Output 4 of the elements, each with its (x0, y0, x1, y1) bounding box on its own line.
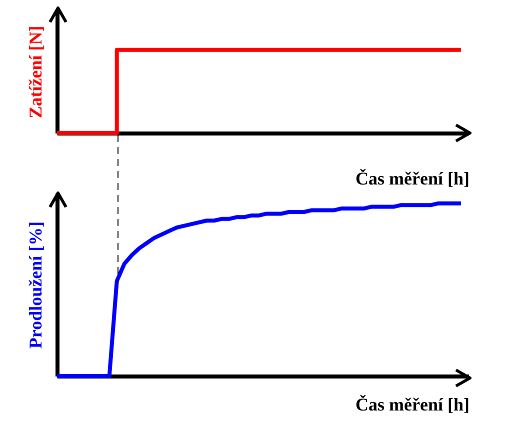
x-axis-title: Čas měření [h] (356, 394, 470, 414)
y-axis-title: Prodloužení [%] (26, 221, 46, 349)
y-axis-title: Zatížení [N] (26, 26, 46, 118)
x-axis-title: Čas měření [h] (356, 168, 470, 188)
